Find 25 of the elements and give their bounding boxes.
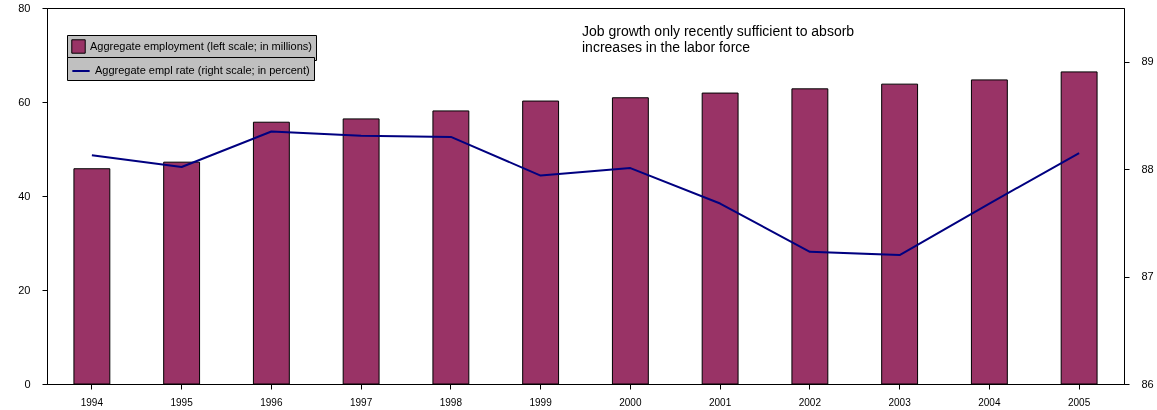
y-tick-label: 80: [18, 1, 31, 14]
x-tick-label: 1998: [439, 396, 463, 408]
x-tick-label: 1994: [80, 396, 104, 408]
x-tick-label: 2002: [798, 396, 822, 408]
line-series: [90, 130, 1081, 257]
x-tick-label: 1995: [170, 396, 194, 408]
y2-tick-label: 87: [1141, 270, 1154, 283]
legend-label: Aggregate employment (left scale; in millions): [90, 39, 312, 52]
x-tick-label: 1999: [529, 396, 553, 408]
x-tick-label: 1997: [350, 396, 373, 408]
x-tick-label: 2000: [619, 396, 642, 408]
y-tick-label: 40: [18, 189, 31, 202]
x-tick-label: 2005: [1068, 396, 1091, 408]
x-tick-label: 1996: [260, 396, 283, 408]
y2-tick-label: 88: [1141, 162, 1154, 175]
x-tick-label: 2001: [709, 396, 732, 408]
y2-tick-label: 86: [1141, 377, 1154, 390]
x-tick-label: 2003: [888, 396, 912, 408]
annotation: Job growth only recently sufficient to absorb increases in the labor force: [582, 23, 855, 55]
legend-label: Aggregate empl rate (right scale; in percent): [95, 64, 310, 76]
y-tick-label: 60: [18, 95, 31, 108]
x-tick-label: 2004: [978, 396, 1001, 408]
y-tick-label: 20: [18, 283, 31, 296]
y2-tick-label: 89: [1141, 55, 1154, 68]
y-tick-label: 0: [24, 377, 31, 390]
